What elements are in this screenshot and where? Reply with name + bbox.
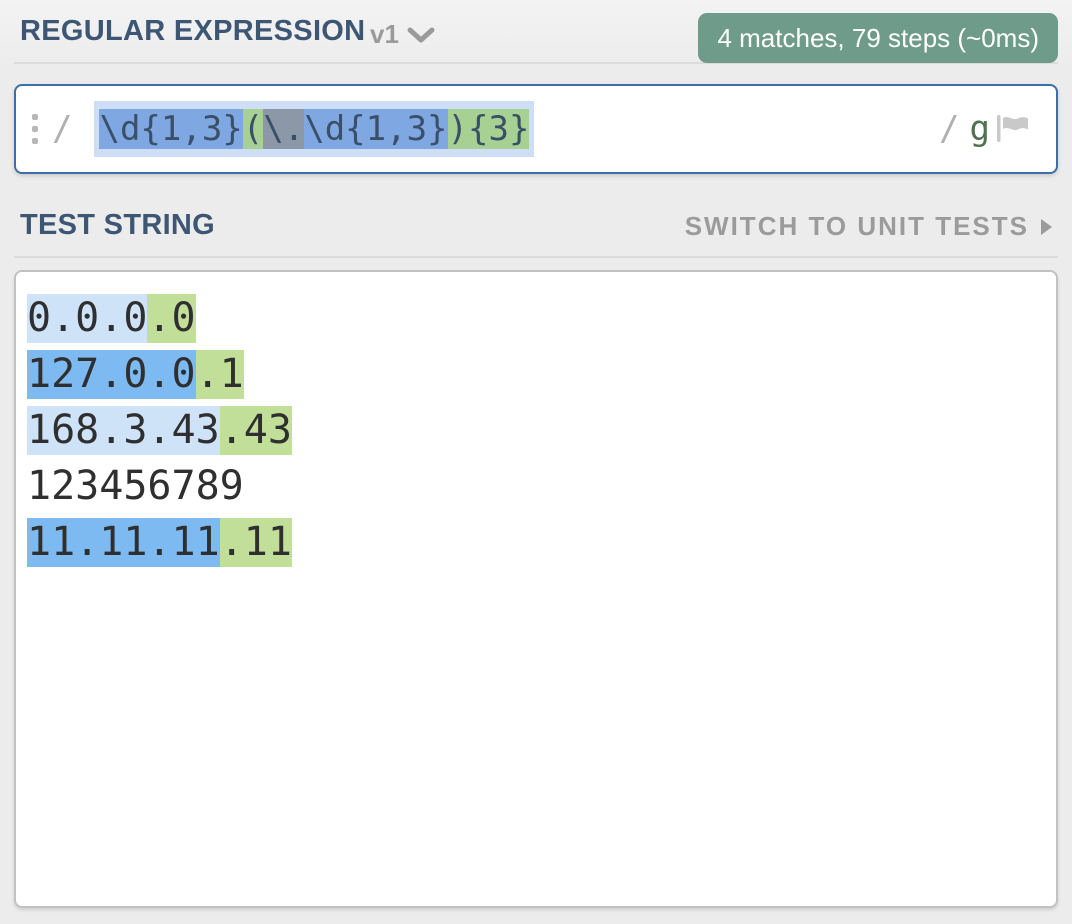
group-highlight: .0: [147, 293, 196, 343]
match-highlight: 127.0.0: [27, 349, 196, 399]
regex-token-quantified-digit: \d{1,3}: [99, 109, 243, 149]
match-info-badge[interactable]: 4 matches, 79 steps (~0ms): [698, 13, 1058, 63]
regex-input[interactable]: / \d{1,3} ( \. \d{1,3} ) {3} / g: [14, 84, 1058, 174]
regex-flags-label[interactable]: g: [969, 109, 990, 149]
switch-to-unit-tests-button[interactable]: SWITCH TO UNIT TESTS: [685, 211, 1052, 242]
version-selector[interactable]: v1: [370, 17, 435, 51]
group-highlight: .11: [219, 517, 292, 567]
test-line: 123456789: [27, 458, 1046, 514]
regex-token-quantified-digit: \d{1,3}: [304, 109, 448, 149]
regex-token-group-close: ): [447, 109, 468, 149]
test-line: 127.0.0 .1: [27, 346, 1046, 402]
match-highlight: 0.0.0: [27, 293, 148, 343]
group-highlight: .1: [195, 349, 244, 399]
test-line: 168.3.43 .43: [27, 402, 1046, 458]
test-string-editor[interactable]: 0.0.0 .0 127.0.0 .1 168.3.43 .43 1234567…: [14, 270, 1058, 908]
chevron-down-icon: [407, 27, 435, 43]
test-string-title: TEST STRING: [20, 209, 216, 241]
regex-delimiter-open: /: [52, 109, 73, 149]
regex-pattern-field[interactable]: \d{1,3} ( \. \d{1,3} ) {3}: [94, 101, 939, 157]
regex-token-escaped-dot: \.: [263, 109, 305, 149]
regex-token-group-open: (: [242, 109, 264, 149]
regex-delimiter-close: /: [939, 109, 960, 149]
regular-expression-title: REGULAR EXPRESSION: [20, 15, 366, 47]
group-highlight: .43: [219, 405, 292, 455]
regex-selection: \d{1,3} ( \. \d{1,3} ) {3}: [94, 101, 535, 157]
flag-icon[interactable]: [994, 114, 1030, 144]
switch-to-unit-tests-label: SWITCH TO UNIT TESTS: [684, 211, 1029, 241]
regex-section-header: REGULAR EXPRESSION v1 4 matches, 79 step…: [14, 0, 1058, 64]
plain-text: 123456789: [27, 462, 244, 509]
test-line: 0.0.0 .0: [27, 290, 1046, 346]
drag-handle-icon[interactable]: [32, 114, 38, 144]
triangle-right-icon: [1041, 218, 1052, 235]
match-highlight: 168.3.43: [27, 405, 220, 455]
test-string-header: TEST STRING SWITCH TO UNIT TESTS: [14, 196, 1058, 258]
regex-token-group-quantifier: {3}: [468, 109, 530, 149]
test-line: 11.11.11 .11: [27, 514, 1046, 570]
match-highlight: 11.11.11: [27, 517, 220, 567]
version-label: v1: [370, 18, 399, 49]
